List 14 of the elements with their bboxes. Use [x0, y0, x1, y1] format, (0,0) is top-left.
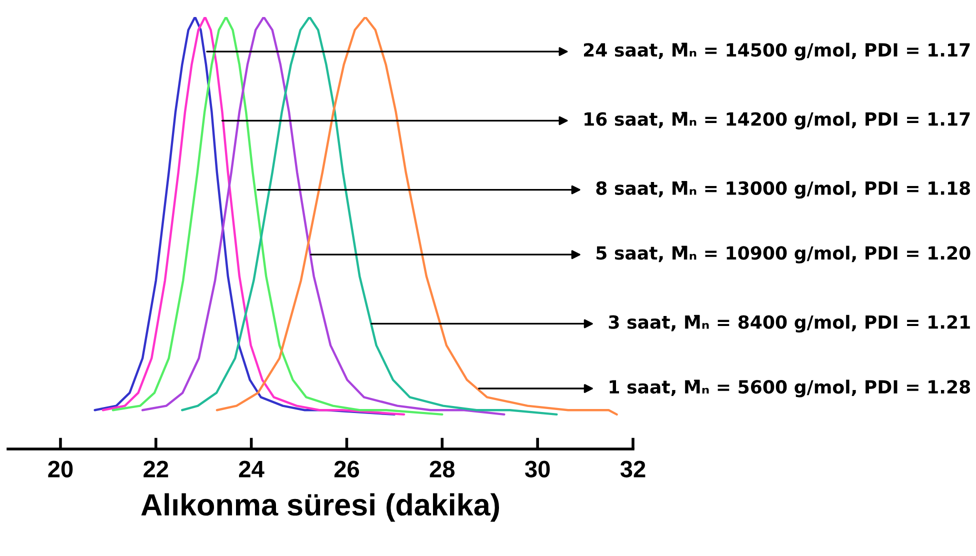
x-tick-label: 24	[239, 460, 264, 478]
x-tick-label: 28	[430, 460, 455, 478]
annotation: 5 saat, M̄ₙ = 10900 g/mol, PDI = 1.20	[596, 246, 970, 264]
x-tick-label: 30	[524, 460, 550, 478]
x-axis-title: Alıkonma süresi (dakika)	[141, 493, 499, 522]
x-tick-label: 26	[334, 460, 360, 478]
annotation: 3 saat, M̄ₙ = 8400 g/mol, PDI = 1.21	[608, 314, 970, 333]
annotation: 1 saat, M̄ₙ = 5600 g/mol, PDI = 1.28	[610, 380, 970, 398]
annotation: 16 saat, M̄ₙ = 14200 g/mol, PDI = 1.17	[584, 112, 970, 130]
x-tick-label: 22	[144, 460, 168, 478]
annotation: 8 saat, M̄ₙ = 13000 g/mol, PDI = 1.18	[596, 180, 970, 199]
x-tick-label: 32	[620, 460, 646, 478]
annotation: 24 saat, M̄ₙ = 14500 g/mol, PDI = 1.17	[584, 42, 970, 60]
x-tick-label: 20	[48, 460, 73, 478]
